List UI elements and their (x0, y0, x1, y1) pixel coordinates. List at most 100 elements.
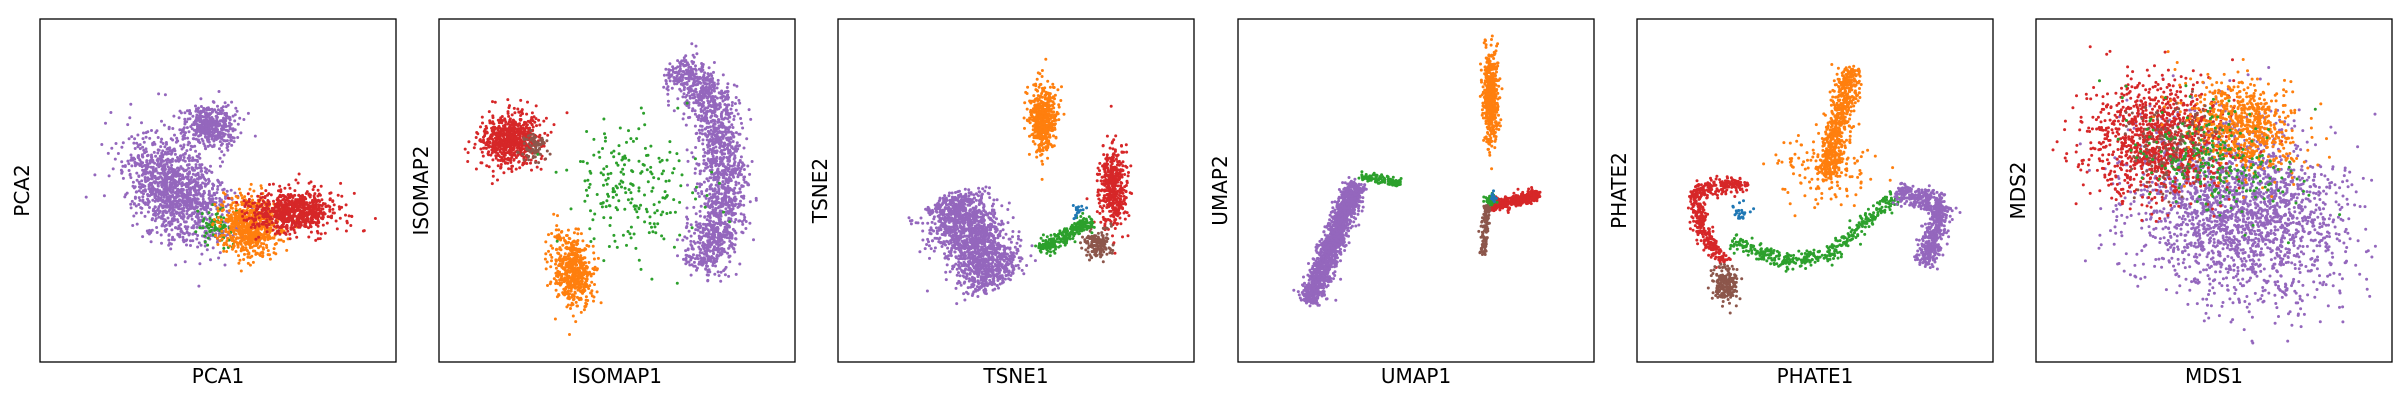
scatter-point-purple (177, 179, 181, 183)
scatter-point-purple (180, 230, 184, 233)
scatter-point-orange (257, 246, 260, 250)
scatter-point-purple (176, 172, 180, 176)
scatter-point-purple (198, 219, 202, 223)
scatter-point-purple (734, 218, 738, 221)
scatter-point-purple (748, 172, 752, 176)
scatter-point-purple (198, 156, 202, 160)
scatter-point-purple (700, 192, 704, 196)
scatter-point-purple (690, 109, 694, 113)
scatter-point-purple (219, 119, 223, 123)
scatter-point-purple (683, 86, 686, 89)
scatter-point-purple (687, 260, 691, 264)
scatter-point-purple (171, 212, 174, 215)
scatter-point-purple (239, 131, 243, 135)
scatter-point-purple (190, 123, 194, 127)
scatter-point-purple (715, 86, 719, 90)
scatter-point-purple (221, 132, 225, 136)
scatter-point-red (303, 222, 307, 226)
scatter-point-purple (187, 154, 191, 158)
scatter-point-purple (684, 253, 688, 257)
scatter-point-purple (198, 129, 202, 133)
scatter-point-purple (681, 73, 685, 77)
scatter-point-purple (155, 231, 159, 234)
scatter-point-red (331, 207, 335, 211)
scatter-point-purple (188, 156, 192, 160)
scatter-point-purple (126, 159, 130, 163)
scatter-point-purple (181, 235, 185, 239)
scatter-point-purple (736, 147, 740, 151)
scatter-point-purple (705, 177, 709, 181)
scatter-point-green (200, 212, 204, 216)
scatter-point-orange (231, 244, 235, 248)
scatter-point-purple (694, 220, 698, 224)
scatter-point-purple (682, 70, 686, 74)
scatter-point-purple (141, 161, 145, 165)
scatter-point-purple (184, 227, 188, 231)
scatter-point-orange (244, 230, 248, 233)
scatter-point-orange (230, 196, 234, 200)
scatter-point-red (271, 209, 275, 213)
scatter-point-purple (225, 139, 229, 143)
scatter-point-green (207, 226, 211, 230)
scatter-point-red (294, 214, 298, 218)
scatter-point-purple (182, 145, 185, 149)
scatter-point-purple (749, 117, 753, 121)
scatter-point-purple (701, 230, 705, 234)
scatter-point-purple (701, 65, 705, 69)
scatter-point-purple (179, 154, 183, 158)
scatter-point-purple (220, 128, 224, 132)
scatter-point-red (315, 213, 319, 217)
scatter-point-purple (702, 256, 706, 260)
scatter-point-red (256, 194, 260, 198)
scatter-point-orange (219, 203, 223, 207)
scatter-point-purple (700, 132, 704, 136)
scatter-point-purple (723, 103, 727, 106)
scatter-point-purple (197, 134, 200, 138)
scatter-point-purple (695, 182, 699, 186)
scatter-point-red (334, 219, 338, 223)
scatter-point-purple (733, 154, 737, 158)
scatter-point-purple (223, 101, 227, 105)
scatter-point-purple (196, 171, 200, 175)
scatter-point-orange (243, 195, 247, 199)
scatter-point-purple (185, 163, 189, 167)
scatter-point-purple (704, 166, 708, 170)
scatter-point-purple (151, 171, 155, 175)
scatter-point-purple (666, 88, 670, 92)
scatter-point-green (213, 228, 217, 232)
scatter-point-red (338, 216, 342, 220)
scatter-point-purple (685, 236, 689, 240)
scatter-point-red (315, 199, 319, 203)
scatter-point-purple (726, 230, 730, 234)
scatter-point-purple (199, 118, 203, 122)
scatter-point-purple (188, 109, 192, 112)
scatter-point-purple (700, 236, 704, 240)
scatter-point-purple (687, 91, 690, 95)
scatter-point-purple (143, 170, 147, 174)
scatter-point-purple (698, 209, 702, 213)
scatter-point-red (241, 214, 245, 218)
scatter-point-red (278, 232, 282, 236)
scatter-point-orange (219, 218, 223, 222)
scatter-point-purple (662, 85, 666, 89)
scatter-point-purple (199, 109, 203, 113)
scatter-point-purple (685, 215, 689, 219)
scatter-point-purple (714, 114, 718, 118)
scatter-point-orange (277, 238, 281, 242)
scatter-point-purple (177, 225, 181, 229)
scatter-point-purple (175, 210, 179, 214)
scatter-point-purple (707, 259, 711, 263)
scatter-point-purple (253, 134, 257, 138)
scatter-point-green (208, 217, 212, 220)
scatter-point-purple (735, 141, 739, 145)
scatter-point-red (253, 214, 257, 217)
scatter-point-purple (207, 135, 211, 139)
scatter-point-red (316, 231, 320, 235)
scatter-point-purple (166, 170, 170, 174)
scatter-point-red (282, 197, 286, 201)
scatter-point-purple (738, 132, 742, 136)
scatter-point-purple (211, 131, 215, 135)
scatter-point-purple (729, 141, 732, 144)
scatter-point-purple (176, 187, 180, 191)
scatter-point-purple (692, 253, 695, 257)
